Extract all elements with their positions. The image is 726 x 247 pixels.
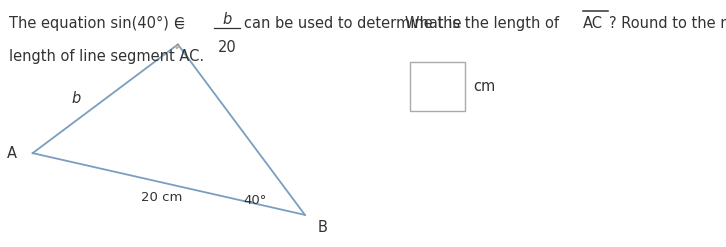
Text: 20 cm: 20 cm bbox=[141, 191, 182, 204]
Text: b: b bbox=[72, 91, 81, 106]
Text: cm: cm bbox=[473, 79, 496, 94]
Text: length of line segment AC.: length of line segment AC. bbox=[9, 49, 204, 64]
Text: 40°: 40° bbox=[244, 194, 267, 206]
Text: b: b bbox=[223, 12, 232, 27]
Text: A: A bbox=[7, 146, 17, 161]
Text: AC: AC bbox=[583, 16, 603, 31]
Text: What is the length of: What is the length of bbox=[405, 16, 563, 31]
Text: C: C bbox=[173, 17, 183, 32]
Text: B: B bbox=[318, 220, 328, 235]
Text: 20: 20 bbox=[218, 40, 237, 55]
Bar bbox=[410, 62, 465, 111]
Text: ? Round to the nearest tenth.: ? Round to the nearest tenth. bbox=[609, 16, 726, 31]
Text: can be used to determine the: can be used to determine the bbox=[244, 16, 462, 31]
Text: The equation sin(40°) =: The equation sin(40°) = bbox=[9, 16, 185, 31]
